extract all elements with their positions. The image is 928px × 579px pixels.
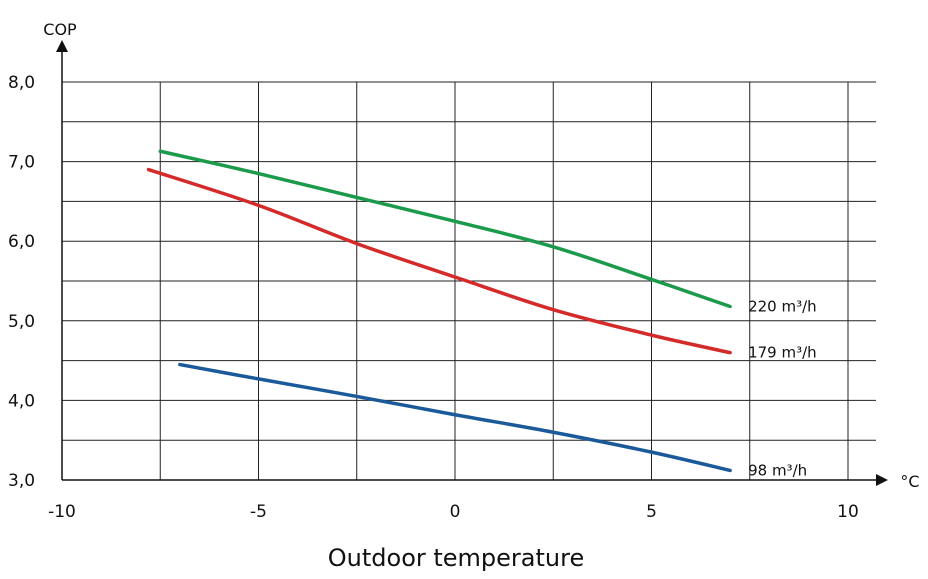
y-tick-label: 5,0 [8,312,35,332]
x-tick-label: 10 [837,502,859,522]
series-line-220 [158,149,732,309]
y-axis-arrow [56,40,68,52]
y-axis-title: COP [43,20,77,39]
x-tick-label: -5 [250,502,267,522]
tick-labels: 3,0 4,0 5,0 6,0 7,0 8,0 -10 -5 0 5 10 [8,73,859,522]
series-line-179 [146,167,732,355]
series-lines [146,149,732,473]
series-line-98 [178,362,732,473]
series-label-98: 98 m³/h [748,461,807,479]
y-tick-label: 3,0 [8,471,35,491]
x-axis-title: Outdoor temperature [328,544,584,572]
series-labels: 220 m³/h 179 m³/h 98 m³/h [748,297,817,479]
y-tick-label: 6,0 [8,232,35,252]
y-tick-label: 8,0 [8,73,35,93]
x-axis-arrow [876,474,888,486]
axes [56,40,888,486]
x-tick-label: 5 [646,502,657,522]
y-tick-label: 7,0 [8,153,35,173]
series-label-220: 220 m³/h [748,297,817,315]
x-tick-label: -10 [48,502,76,522]
series-label-179: 179 m³/h [748,344,817,362]
x-tick-label: 0 [450,502,461,522]
x-axis-unit: °C [900,472,919,491]
y-tick-label: 4,0 [8,391,35,411]
